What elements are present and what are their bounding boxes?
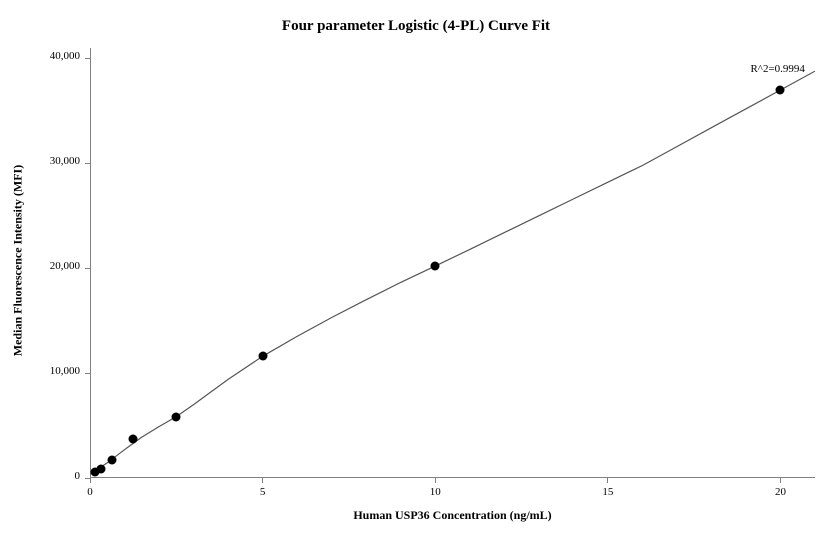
x-tick-label: 15 xyxy=(588,486,628,498)
x-tick-mark xyxy=(780,478,781,483)
chart-container: Four parameter Logistic (4-PL) Curve Fit… xyxy=(0,0,832,560)
y-tick-label: 10,000 xyxy=(30,365,80,377)
x-tick-mark xyxy=(262,478,263,483)
x-tick-mark xyxy=(90,478,91,483)
r-squared-annotation: R^2=0.9994 xyxy=(750,63,804,75)
y-tick-label: 40,000 xyxy=(30,50,80,62)
y-tick-label: 20,000 xyxy=(30,260,80,272)
data-point xyxy=(129,435,138,444)
x-tick-label: 20 xyxy=(760,486,800,498)
x-tick-mark xyxy=(435,478,436,483)
data-point xyxy=(96,464,105,473)
curve-line xyxy=(0,0,832,560)
data-point xyxy=(776,85,785,94)
x-tick-label: 5 xyxy=(243,486,283,498)
data-point xyxy=(172,412,181,421)
x-tick-label: 10 xyxy=(415,486,455,498)
y-tick-mark xyxy=(85,163,90,164)
data-point xyxy=(258,352,267,361)
y-tick-label: 0 xyxy=(30,470,80,482)
data-point xyxy=(107,456,116,465)
x-tick-label: 0 xyxy=(70,486,110,498)
y-tick-label: 30,000 xyxy=(30,155,80,167)
data-point xyxy=(431,262,440,271)
x-tick-mark xyxy=(607,478,608,483)
y-tick-mark xyxy=(85,58,90,59)
y-tick-mark xyxy=(85,373,90,374)
y-tick-mark xyxy=(85,268,90,269)
